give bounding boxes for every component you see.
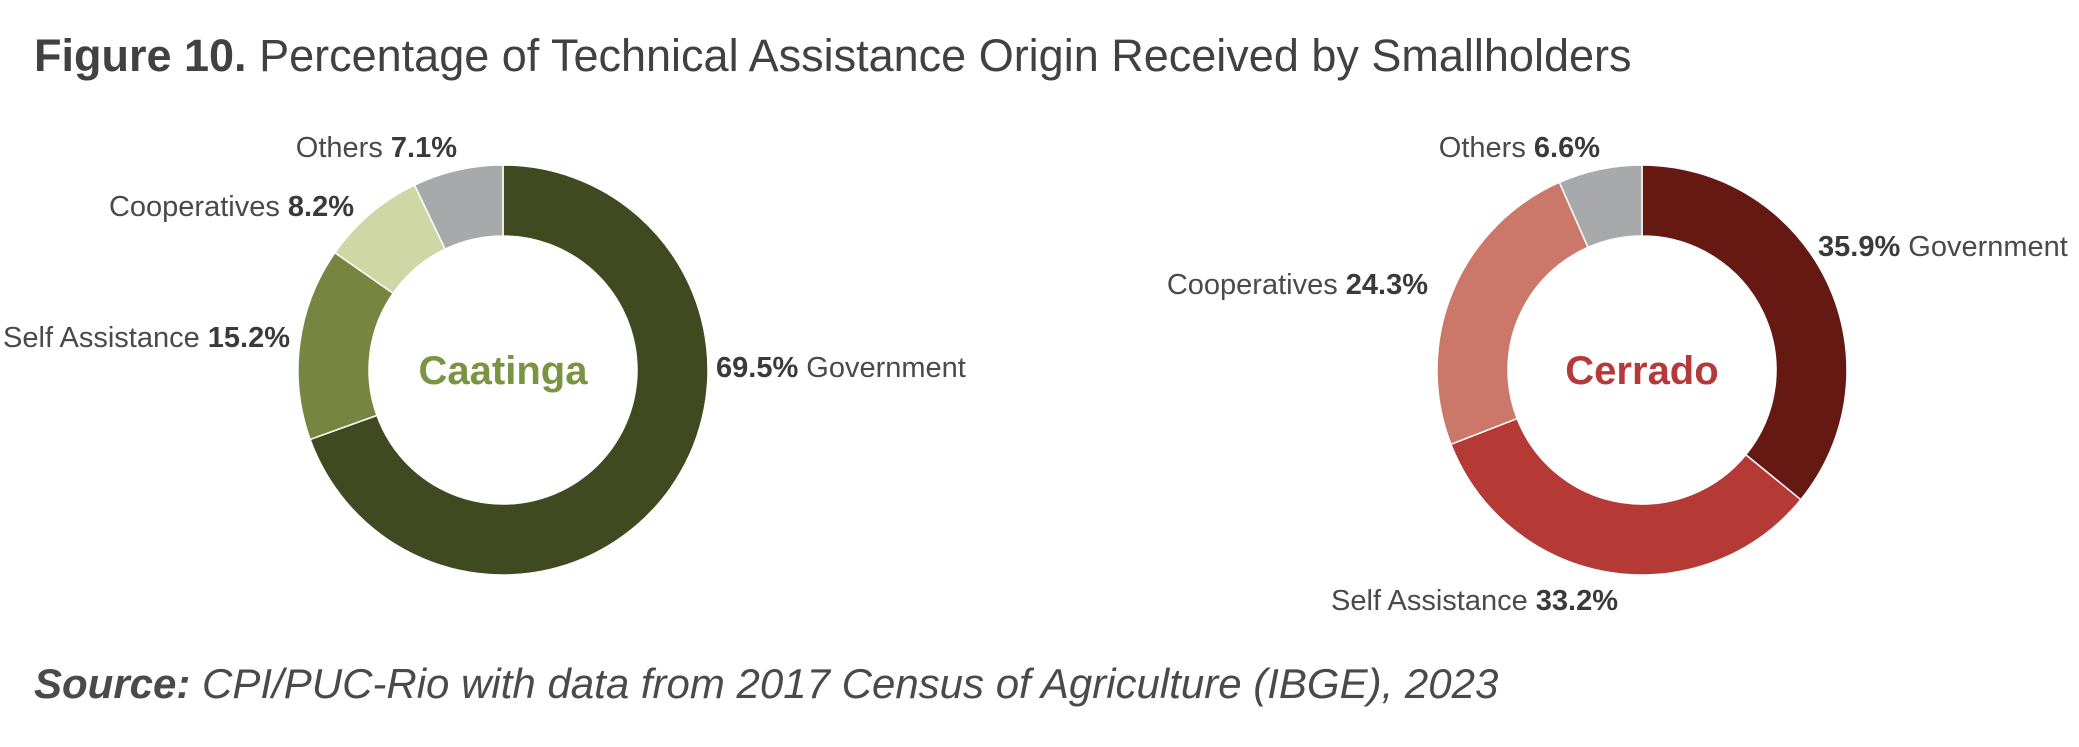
slice-government	[1641, 164, 1848, 501]
slice-label-self-assistance: Self Assistance 15.2%	[3, 322, 290, 354]
figure-title-text: Percentage of Technical Assistance Origi…	[259, 30, 1632, 81]
slice-label-cooperatives: Cooperatives 8.2%	[109, 191, 354, 223]
donut-chart-caatinga: 69.5% Government Self Assistance 15.2% Coo…	[3, 132, 966, 576]
slice-percent: 35.9%	[1818, 231, 1900, 263]
slice-name: Others	[296, 132, 391, 164]
slice-label-government: 35.9% Government	[1818, 231, 2068, 263]
slice-name: Self Assistance	[3, 322, 208, 354]
source-label: Source:	[34, 660, 191, 707]
slice-percent: 15.2%	[208, 322, 290, 354]
slice-percent: 7.1%	[391, 132, 457, 164]
slice-label-others: Others 6.6%	[1439, 132, 1600, 164]
figure-number: Figure 10.	[34, 30, 247, 81]
slice-cooperatives	[1436, 181, 1589, 446]
slice-percent: 6.6%	[1534, 132, 1600, 164]
slice-label-others: Others 7.1%	[296, 132, 457, 164]
slice-others	[1558, 164, 1643, 249]
chart-center-title: Caatinga	[419, 349, 589, 393]
chart-center-title: Cerrado	[1565, 349, 1718, 393]
slice-name: Self Assistance	[1331, 585, 1536, 617]
donut-chart-cerrado: 35.9% Government Self Assistance 33.2% Coo…	[1167, 132, 2068, 617]
slice-self-assistance	[1449, 417, 1802, 576]
slice-name: Government	[1900, 231, 2068, 263]
slice-name: Cooperatives	[109, 191, 288, 223]
source-note: Source: CPI/PUC-Rio with data from 2017 …	[34, 660, 1498, 708]
figure-title: Figure 10. Percentage of Technical Assis…	[34, 30, 1631, 82]
slice-label-self-assistance: Self Assistance 33.2%	[1331, 585, 1618, 617]
slice-government	[309, 164, 709, 576]
slice-others	[413, 164, 504, 251]
slice-label-cooperatives: Cooperatives 24.3%	[1167, 269, 1428, 301]
slice-name: Cooperatives	[1167, 269, 1346, 301]
slice-percent: 24.3%	[1346, 269, 1428, 301]
slice-name: Government	[798, 352, 966, 384]
source-text: CPI/PUC-Rio with data from 2017 Census o…	[202, 660, 1499, 707]
slice-label-government: 69.5% Government	[716, 352, 966, 384]
slice-name: Others	[1439, 132, 1534, 164]
slice-percent: 69.5%	[716, 352, 798, 384]
slice-percent: 8.2%	[288, 191, 354, 223]
slice-percent: 33.2%	[1536, 585, 1618, 617]
